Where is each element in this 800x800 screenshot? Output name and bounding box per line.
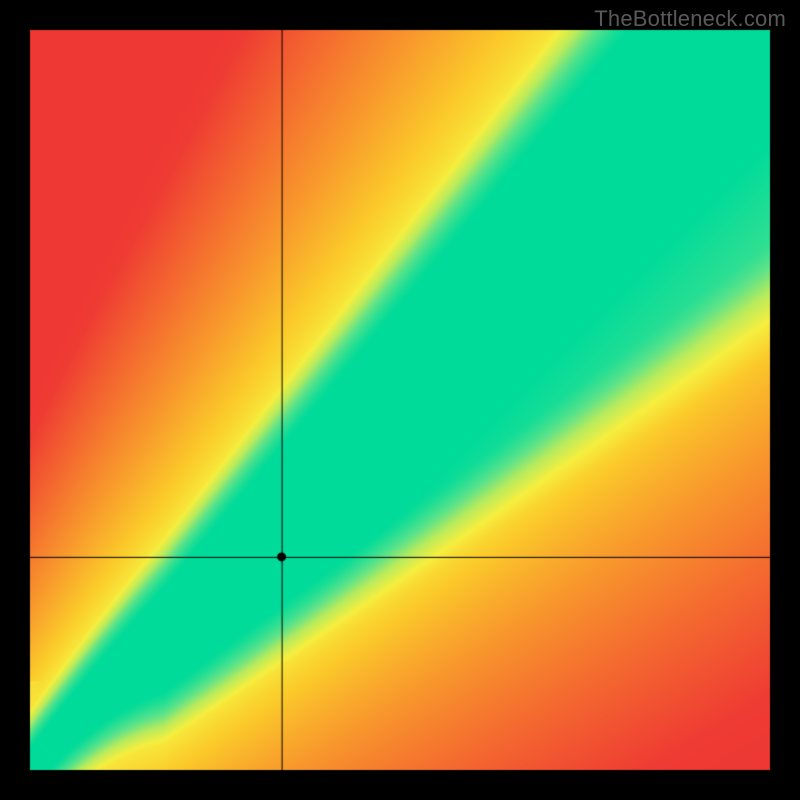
- bottleneck-heatmap-canvas: [0, 0, 800, 800]
- chart-container: TheBottleneck.com: [0, 0, 800, 800]
- watermark-text: TheBottleneck.com: [594, 6, 786, 32]
